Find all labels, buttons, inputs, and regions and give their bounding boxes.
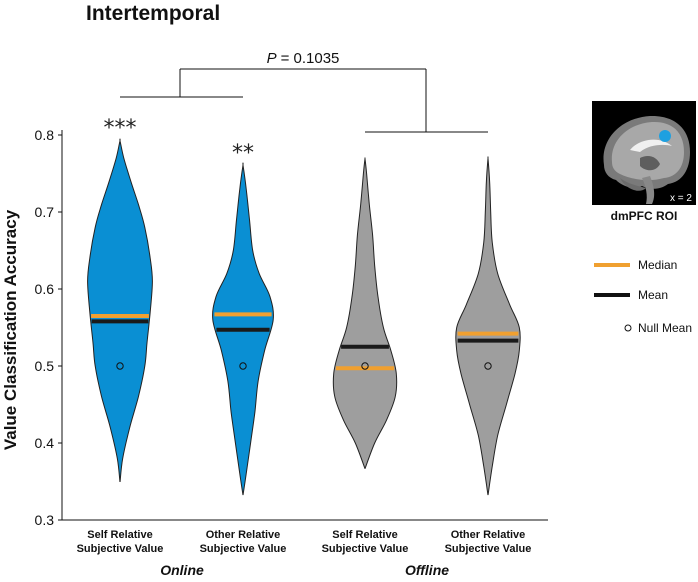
y-axis-label: Value Classification Accuracy xyxy=(1,209,20,450)
null-mean-marker xyxy=(116,362,124,370)
brain-inset: x = 2 xyxy=(592,101,696,205)
x-category-label: Subjective Value xyxy=(322,543,409,555)
comparison-bracket xyxy=(120,68,488,133)
x-category-label: Other Relative xyxy=(451,529,526,541)
x-category-label: Subjective Value xyxy=(200,543,287,555)
group-label-online: Online xyxy=(160,562,204,578)
violin-body xyxy=(455,156,521,496)
x-category-label: Other Relative xyxy=(206,529,281,541)
p-value: = 0.1035 xyxy=(281,50,340,67)
roi-marker xyxy=(659,130,671,142)
y-tick-label: 0.3 xyxy=(35,512,55,528)
legend-null-mean-swatch xyxy=(624,324,632,332)
chart-title: Intertemporal xyxy=(86,2,220,25)
cerebellum xyxy=(620,178,646,191)
violin-1: *** xyxy=(87,116,153,482)
p-label: P xyxy=(267,50,277,67)
x-category-label: Self Relative xyxy=(332,529,397,541)
legend-mean-label: Mean xyxy=(638,288,668,302)
y-tick-label: 0.7 xyxy=(35,204,55,220)
violin-body xyxy=(87,138,153,482)
significance-stars: ** xyxy=(232,141,254,166)
y-tick-label: 0.6 xyxy=(35,281,55,297)
y-tick-label: 0.8 xyxy=(35,127,55,143)
violin-4 xyxy=(455,156,521,496)
significance-stars: *** xyxy=(104,116,137,141)
violins: ***** xyxy=(87,116,521,496)
null-mean-marker xyxy=(239,362,247,370)
corpus-callosum xyxy=(630,139,672,152)
inset-coordinate: x = 2 xyxy=(670,193,692,204)
violin-3 xyxy=(332,157,398,469)
y-ticks: 0.3 0.4 0.5 0.6 0.7 0.8 xyxy=(35,127,62,528)
y-tick-label: 0.4 xyxy=(35,435,55,451)
null-mean-marker xyxy=(361,362,369,370)
violin-body xyxy=(332,157,398,469)
category-labels: Self Relative Subjective Value Other Relat… xyxy=(77,529,532,555)
y-tick-label: 0.5 xyxy=(35,358,55,374)
legend-median-label: Median xyxy=(638,258,677,272)
x-category-label: Subjective Value xyxy=(445,543,532,555)
thalamus-region xyxy=(640,156,660,171)
violin-2: ** xyxy=(212,141,274,496)
legend-null-mean-label: Null Mean xyxy=(638,321,692,335)
x-category-label: Subjective Value xyxy=(77,543,164,555)
group-label-offline: Offline xyxy=(405,562,449,578)
inset-caption: dmPFC ROI xyxy=(611,209,678,223)
brainstem xyxy=(642,176,655,204)
p-value-annotation: P = 0.1035 xyxy=(267,50,340,67)
legend: Median Mean Null Mean xyxy=(594,258,692,335)
x-category-label: Self Relative xyxy=(87,529,152,541)
null-mean-marker xyxy=(484,362,492,370)
